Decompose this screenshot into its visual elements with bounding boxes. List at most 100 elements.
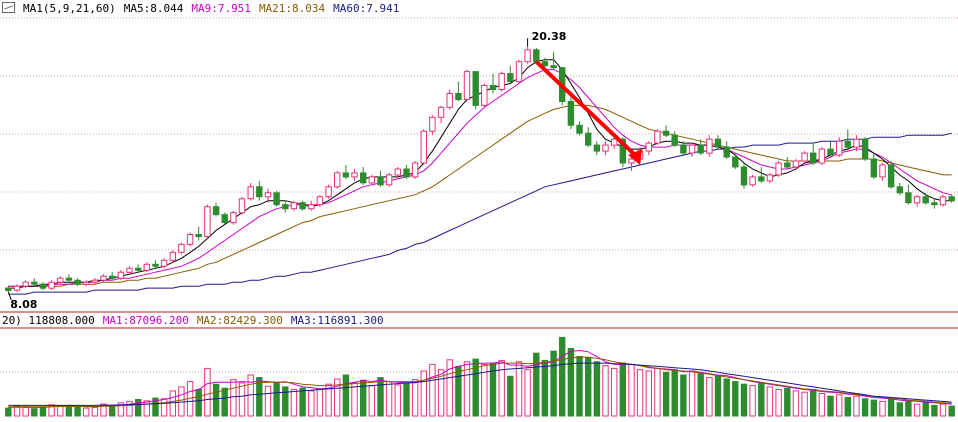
candle-body: [602, 144, 609, 152]
volume-legend-current: 20) 118808.000: [2, 314, 95, 327]
candle-body: [13, 285, 21, 291]
candle-body: [585, 132, 592, 146]
volume-bar: [57, 405, 64, 417]
candle-body: [714, 138, 722, 148]
candle-body: [905, 192, 912, 204]
candle-body: [31, 281, 38, 285]
volume-bar: [541, 359, 549, 417]
price-legend-ma9: MA9:7.951: [191, 2, 251, 15]
candle-body: [922, 196, 929, 204]
volume-bar: [732, 381, 739, 417]
candle-body: [65, 277, 73, 281]
volume-legend-ma2: MA2:82429.300: [196, 314, 283, 327]
volume-bar: [39, 406, 47, 417]
candle-body: [186, 234, 194, 245]
volume-ma1-line: [8, 349, 952, 408]
candle-body: [662, 130, 670, 136]
candle-body: [117, 271, 125, 279]
candle-body: [870, 158, 877, 178]
volume-bar: [818, 393, 826, 417]
candle-body: [74, 279, 81, 285]
candle-body: [264, 192, 272, 198]
candle-body: [204, 206, 211, 237]
volume-bar: [766, 386, 774, 417]
volume-bar: [749, 385, 756, 417]
candle-body: [429, 116, 436, 132]
candle-body: [463, 71, 471, 100]
candle-body: [377, 176, 384, 186]
candle-body: [749, 176, 756, 186]
candle-body: [247, 186, 254, 200]
candle-body: [403, 168, 410, 178]
candle-body: [654, 130, 661, 144]
volume-bar: [143, 400, 151, 417]
volume-bar: [931, 404, 938, 417]
volume-bar: [429, 363, 436, 417]
candle-body: [887, 164, 895, 188]
price-legend-ma-param: MA1(5,9,21,60): [23, 2, 116, 15]
volume-bar: [758, 382, 765, 417]
volume-bar: [550, 350, 557, 417]
volume-bar: [602, 365, 609, 417]
volume-bar: [870, 399, 877, 417]
low-label: 8.08: [10, 298, 37, 311]
volume-bar: [585, 357, 592, 417]
candle-body: [896, 186, 903, 194]
price-legend-ma60: MA60:7.941: [333, 2, 400, 15]
volume-bar: [654, 367, 661, 417]
volume-bar: [714, 375, 722, 417]
volume-bar: [680, 374, 687, 417]
volume-bar: [948, 405, 955, 417]
candle-body: [368, 176, 376, 184]
chart-type-icon[interactable]: [2, 2, 15, 13]
candle-body: [836, 140, 843, 156]
volume-bar: [905, 400, 912, 417]
volume-bar: [5, 407, 12, 417]
candle-body: [316, 196, 324, 206]
candle-body: [160, 259, 168, 267]
candle-body: [230, 212, 237, 224]
candle-body: [723, 146, 730, 158]
price-legend-ma5: MA5:8.044: [123, 2, 184, 15]
candle-body: [22, 281, 29, 287]
candle-body: [385, 174, 393, 186]
candle-body: [939, 196, 947, 206]
candle-body: [152, 263, 159, 267]
high-label: 20.38: [532, 30, 567, 43]
candle-body: [334, 172, 341, 188]
price-legend: MA1(5,9,21,60) MA5:8.044 MA9:7.951 MA21:8.0…: [2, 2, 407, 16]
volume-bar: [576, 356, 583, 417]
ma60-line: [8, 132, 952, 295]
volume-bar: [723, 378, 730, 417]
volume-bar: [792, 390, 800, 417]
candle-body: [792, 160, 800, 168]
candle-body: [351, 172, 358, 178]
volume-bar: [377, 377, 384, 417]
candle-body: [498, 73, 505, 90]
candle-body: [169, 251, 177, 261]
volume-ma3-line: [8, 362, 952, 406]
volume-bar: [636, 369, 644, 417]
volume-bar: [784, 387, 791, 417]
volume-bar: [481, 363, 488, 417]
candle-body: [784, 162, 791, 168]
volume-bar: [195, 389, 202, 417]
candle-body: [446, 93, 453, 108]
volume-bar: [853, 395, 860, 417]
candle-body: [645, 142, 652, 152]
candle-body: [810, 152, 817, 164]
candle-body: [524, 49, 531, 63]
candle-body: [83, 281, 90, 285]
volume-bar: [334, 378, 341, 417]
volume-bar: [533, 352, 540, 417]
candle-body: [282, 204, 289, 210]
volume-bar: [515, 361, 523, 417]
volume-bar: [74, 406, 81, 417]
volume-bar: [507, 375, 514, 417]
volume-bar: [13, 405, 21, 417]
candle-body: [827, 148, 834, 156]
volume-bar: [212, 383, 220, 417]
volume-bar: [437, 369, 445, 417]
candle-body: [299, 202, 306, 210]
candle-body: [57, 277, 64, 283]
